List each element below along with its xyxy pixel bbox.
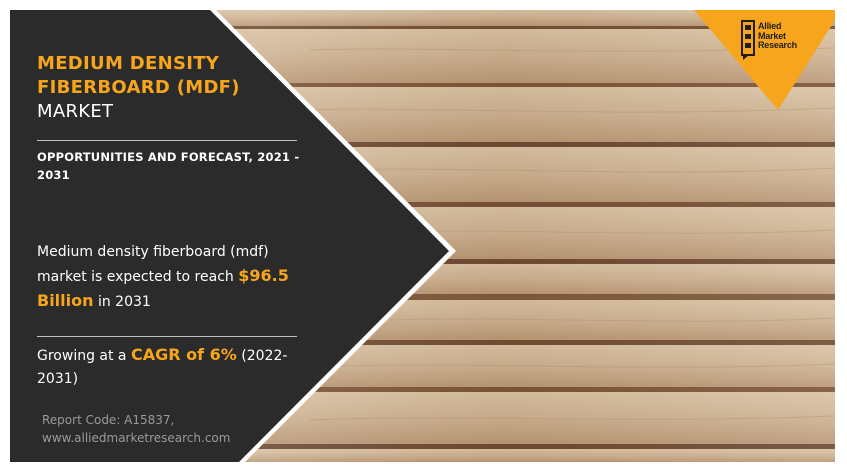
logo-wordmark: Allied Market Research xyxy=(758,21,797,51)
divider-middle xyxy=(37,336,297,337)
stat-market-size: Medium density fiberboard (mdf) market i… xyxy=(37,241,307,314)
title-line-1: MEDIUM DENSITY xyxy=(37,53,220,74)
infographic-canvas xyxy=(10,10,835,462)
dark-arrow-panel xyxy=(10,10,456,462)
title-line-3: MARKET xyxy=(37,101,114,122)
stat-growth-value: CAGR of 6% xyxy=(130,345,237,364)
stat-market-size-value: $96.5 Billion xyxy=(37,266,289,310)
allied-market-research-logo-icon xyxy=(741,20,757,64)
report-code: Report Code: A15837, xyxy=(42,413,175,427)
stat-growth: Growing at a CAGR of 6% (2022-2031) xyxy=(37,343,307,391)
website-link[interactable]: www.alliedmarketresearch.com xyxy=(42,431,231,445)
stat-market-size-prefix: Medium density fiberboard (mdf) market i… xyxy=(37,244,269,285)
subtitle: OPPORTUNITIES AND FORECAST, 2021 - 2031 xyxy=(37,150,300,182)
page-title: MEDIUM DENSITY FIBERBOARD (MDF) xyxy=(37,52,307,100)
stat-growth-suffix: (2022-2031) xyxy=(37,348,288,387)
title-line-2: FIBERBOARD (MDF) xyxy=(37,77,240,98)
logo-badge xyxy=(694,10,835,110)
footer: Report Code: A15837, www.alliedmarketres… xyxy=(42,411,302,447)
stat-market-size-suffix: in 2031 xyxy=(93,294,151,310)
logo-line-2: Market xyxy=(758,30,786,41)
logo-line-1: Allied xyxy=(758,21,782,31)
logo-line-3: Research xyxy=(758,40,797,50)
stat-growth-prefix: Growing at a xyxy=(37,348,131,364)
divider-top xyxy=(37,140,297,141)
